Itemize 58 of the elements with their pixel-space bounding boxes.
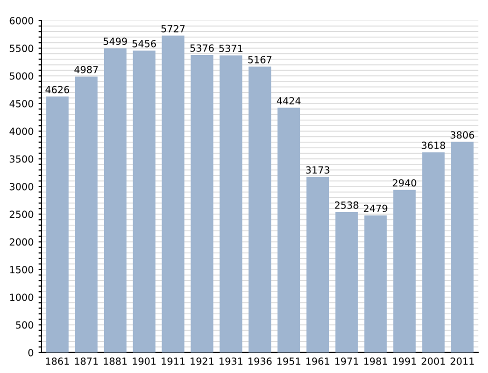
x-tick-label: 1971 — [335, 358, 358, 365]
data-label: 2940 — [392, 179, 416, 187]
bar — [335, 212, 358, 352]
data-label: 5376 — [190, 44, 214, 52]
x-tick-label: 1981 — [364, 358, 388, 365]
bar — [46, 96, 69, 352]
bar — [393, 190, 416, 352]
y-tick-label: 500 — [16, 321, 34, 329]
data-label: 5727 — [161, 24, 185, 32]
bar — [104, 48, 127, 352]
bar — [306, 176, 329, 352]
x-tick-label: 1901 — [132, 358, 156, 365]
data-label: 2479 — [364, 204, 388, 212]
y-tick-label: 5500 — [10, 44, 34, 52]
y-tick-label: 6000 — [10, 16, 34, 24]
x-tick-label: 1931 — [220, 358, 242, 365]
bar — [220, 55, 242, 352]
x-tick-label: 2011 — [450, 358, 474, 365]
y-tick-label: 1000 — [10, 294, 34, 301]
bar — [422, 152, 445, 352]
data-label: 3618 — [422, 142, 446, 150]
data-label: 5499 — [104, 38, 127, 45]
y-tick-label: 4500 — [10, 100, 34, 108]
y-tick-label: 5000 — [10, 72, 34, 80]
bar — [190, 55, 214, 352]
y-tick-label: 1500 — [10, 266, 34, 274]
y-tick-label: 4000 — [10, 128, 34, 136]
bar — [278, 108, 300, 352]
y-tick-label: 2000 — [10, 238, 34, 246]
x-tick-label: 1911 — [162, 358, 185, 365]
x-tick-label: 1951 — [277, 358, 300, 365]
y-tick-label: 0 — [28, 348, 34, 356]
data-label: 4424 — [276, 97, 301, 104]
y-tick-label: 3000 — [10, 182, 34, 190]
x-tick-label: 1991 — [393, 358, 416, 365]
y-tick-label: 2500 — [10, 210, 34, 218]
data-label: 4626 — [45, 86, 70, 94]
bar — [364, 215, 387, 352]
x-tick-label: 1871 — [75, 358, 98, 365]
data-label: 5167 — [248, 56, 272, 64]
data-label: 2538 — [334, 201, 358, 209]
bar — [162, 36, 184, 352]
y-tick-label: 3500 — [10, 155, 34, 163]
bar — [75, 76, 98, 352]
x-tick-label: 1861 — [46, 358, 69, 365]
bar — [451, 142, 474, 352]
data-label: 3806 — [450, 131, 474, 139]
x-tick-label: 1936 — [248, 358, 272, 365]
x-tick-label: 1961 — [306, 358, 330, 365]
data-label: 5371 — [219, 44, 242, 52]
data-label: 3173 — [306, 166, 330, 174]
data-label: 5456 — [132, 40, 156, 48]
bar — [248, 66, 272, 352]
x-tick-label: 2001 — [422, 358, 445, 365]
x-tick-label: 1921 — [190, 358, 214, 365]
x-tick-label: 1881 — [104, 358, 127, 365]
bar — [132, 50, 156, 352]
data-label: 4987 — [74, 66, 98, 74]
